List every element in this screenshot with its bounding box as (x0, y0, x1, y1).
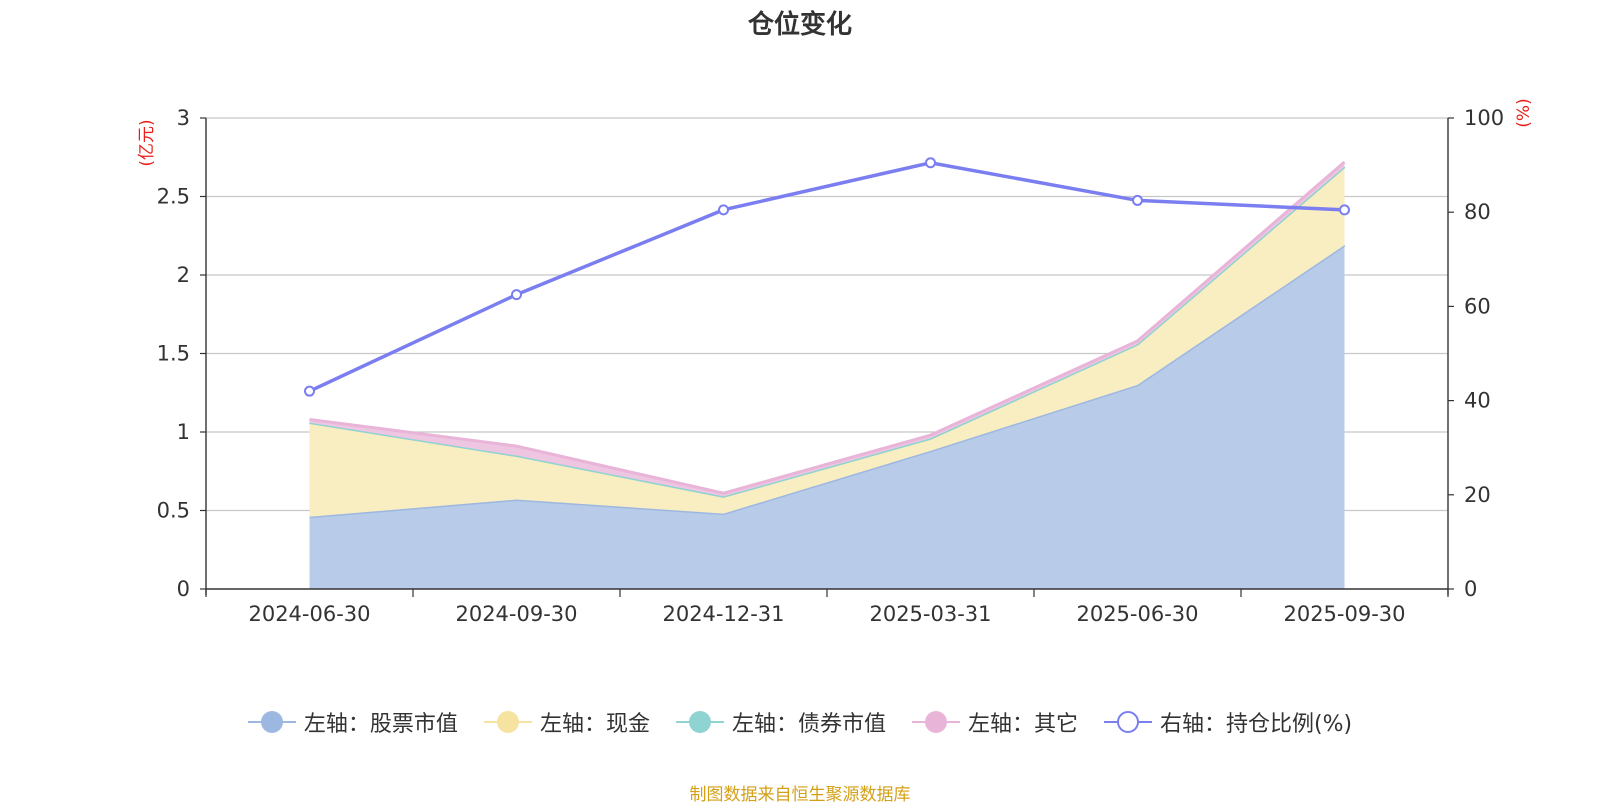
position-ratio-point (718, 204, 729, 216)
legend-label-cash: 左轴：现金 (539, 712, 650, 737)
legend-label-position-ratio: 右轴：持仓比例(%) (1159, 712, 1353, 737)
chart-legend: 左轴：股票市值 左轴：现金 左轴：债券市值 左轴：其它 右轴：持仓比例(%) (0, 706, 1600, 738)
x-axis-tick-label: 2025-03-31 (869, 602, 991, 626)
data-source-note: 制图数据来自恒生聚源数据库 (689, 785, 911, 805)
position-ratio-point (925, 157, 936, 169)
legend-item-stock[interactable]: 左轴：股票市值 (247, 706, 458, 738)
chart-canvas: 0 0.5 1 1.5 2 2.5 3 0 20 40 60 80 100 2024-06-30 2024-… (137, 98, 1534, 626)
area-series-line-3 (309, 160, 1346, 495)
legend-stock-marker-icon (247, 708, 296, 736)
legend-dot (1116, 711, 1139, 733)
left-axis-unit-label: (亿元) (137, 119, 157, 166)
position-ratio-point (1132, 194, 1143, 206)
chart-title: 仓位变化 (747, 10, 852, 40)
right-axis-tick-label: 40 (1464, 389, 1491, 413)
legend-item-cash[interactable]: 左轴：现金 (483, 706, 650, 738)
left-axis-tick-label: 3 (177, 106, 190, 130)
position-ratio-point (511, 289, 522, 301)
left-axis-tick-label: 0.5 (157, 499, 190, 523)
position-ratio-point (1339, 204, 1350, 216)
right-axis-tick-label: 0 (1464, 577, 1477, 601)
left-axis-tick-label: 1.5 (157, 342, 190, 366)
legend-bond-marker-icon (675, 708, 724, 736)
right-axis-unit-label: (%) (1514, 98, 1534, 127)
left-axis-tick-label: 2 (177, 263, 190, 287)
right-axis-tick-label: 20 (1464, 483, 1491, 507)
right-axis-tick-label: 60 (1464, 294, 1491, 318)
legend-ratio-marker-icon (1103, 708, 1152, 736)
x-axis-tick-label: 2025-09-30 (1283, 602, 1405, 626)
legend-item-bond[interactable]: 左轴：债券市值 (675, 706, 886, 738)
right-axis-tick-label: 100 (1464, 106, 1504, 130)
legend-label-stock: 左轴：股票市值 (303, 712, 458, 737)
right-axis-tick-label: 80 (1464, 200, 1491, 224)
legend-cash-marker-icon (483, 708, 532, 736)
position-ratio-point (304, 385, 315, 397)
left-axis-tick-label: 2.5 (157, 185, 190, 209)
legend-other-marker-icon (911, 708, 960, 736)
x-axis-tick-label: 2024-12-31 (662, 602, 784, 626)
legend-dot (260, 711, 283, 733)
legend-label-bond: 左轴：债券市值 (731, 712, 886, 737)
left-axis-tick-label: 1 (177, 420, 190, 444)
x-axis-tick-label: 2024-06-30 (248, 602, 370, 626)
left-axis-tick-label: 0 (177, 577, 190, 601)
legend-dot (496, 711, 519, 733)
area-series-1 (309, 166, 1345, 517)
legend-dot (924, 711, 947, 733)
x-axis-tick-label: 2025-06-30 (1076, 602, 1198, 626)
legend-item-other[interactable]: 左轴：其它 (911, 706, 1078, 738)
position-ratio-line (308, 160, 1345, 393)
legend-label-other: 左轴：其它 (967, 712, 1078, 737)
legend-item-position-ratio[interactable]: 右轴：持仓比例(%) (1103, 706, 1353, 738)
x-axis-tick-label: 2024-09-30 (455, 602, 577, 626)
legend-dot (688, 711, 711, 733)
